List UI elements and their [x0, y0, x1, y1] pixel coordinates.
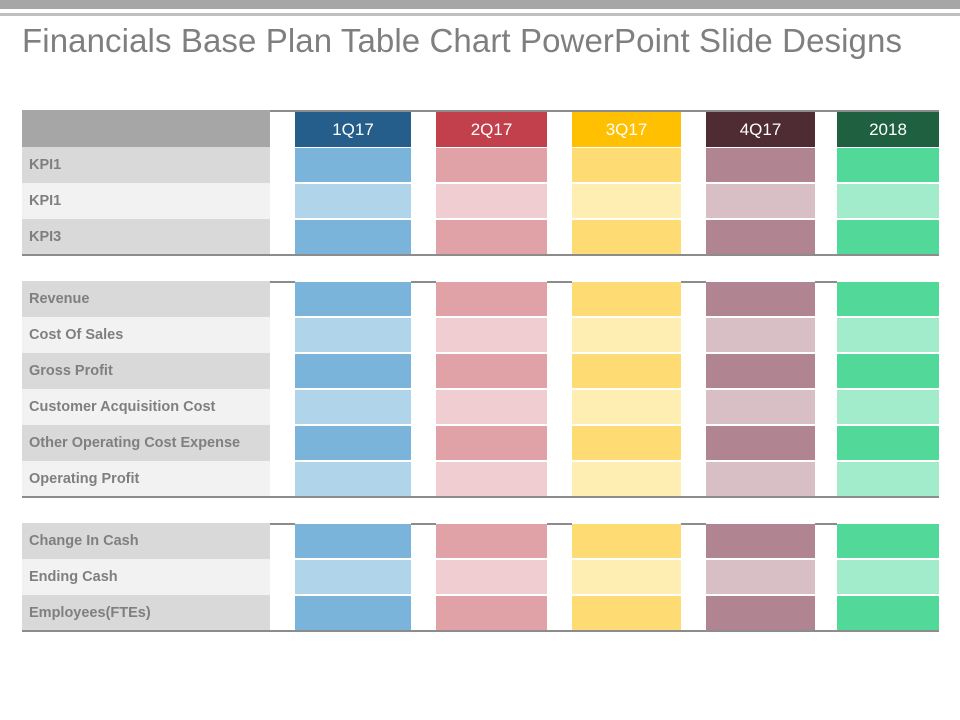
data-cell [295, 183, 411, 219]
data-cell [706, 461, 815, 497]
data-cell [837, 425, 939, 461]
data-cell [572, 147, 681, 183]
data-cell [572, 595, 681, 631]
data-cell [837, 559, 939, 595]
slide-title: Financials Base Plan Table Chart PowerPo… [22, 22, 903, 59]
data-cell [572, 425, 681, 461]
column-header-4: 2018 [837, 112, 939, 147]
data-cell [572, 219, 681, 255]
row-label: Gross Profit [22, 353, 270, 389]
table-row: KPI3 [22, 219, 939, 256]
data-cell [295, 317, 411, 353]
column-header-1: 2Q17 [436, 112, 547, 147]
data-cell [572, 389, 681, 425]
column-header-3: 4Q17 [706, 112, 815, 147]
data-cell [572, 461, 681, 497]
data-cell [837, 317, 939, 353]
table-row: Cost Of Sales [22, 317, 939, 353]
financials-table: 1Q17 2Q17 3Q17 4Q17 2018 KPI1 KPI1 KPI3 Revenue C… [22, 110, 939, 632]
data-cell [706, 147, 815, 183]
data-cell [572, 317, 681, 353]
data-cell [706, 595, 815, 631]
row-label: Operating Profit [22, 461, 270, 497]
table-row: Other Operating Cost Expense [22, 425, 939, 461]
data-cell [436, 595, 547, 631]
data-cell [295, 147, 411, 183]
row-label: Revenue [22, 281, 270, 317]
data-cell [706, 425, 815, 461]
table-header-row: 1Q17 2Q17 3Q17 4Q17 2018 [22, 110, 939, 147]
section-gap [22, 255, 939, 281]
table-row: Change In Cash [22, 523, 939, 559]
data-cell [837, 353, 939, 389]
data-cell [837, 389, 939, 425]
top-decorative-line [0, 13, 960, 16]
data-cell [837, 183, 939, 219]
data-cell [295, 595, 411, 631]
data-cell [295, 523, 411, 559]
top-decorative-bar [0, 0, 960, 9]
data-cell [295, 559, 411, 595]
data-cell [837, 461, 939, 497]
data-cell [436, 281, 547, 317]
data-cell [295, 353, 411, 389]
data-cell [436, 461, 547, 497]
table-row: KPI1 [22, 147, 939, 183]
data-cell [572, 183, 681, 219]
data-cell [295, 389, 411, 425]
row-label: Cost Of Sales [22, 317, 270, 353]
row-label: Change In Cash [22, 523, 270, 559]
table-row: Customer Acquisition Cost [22, 389, 939, 425]
data-cell [572, 353, 681, 389]
data-cell [706, 219, 815, 255]
row-label: Ending Cash [22, 559, 270, 595]
data-cell [295, 281, 411, 317]
data-cell [436, 353, 547, 389]
data-cell [706, 389, 815, 425]
data-cell [436, 183, 547, 219]
data-cell [837, 147, 939, 183]
section-gap [22, 497, 939, 523]
data-cell [837, 219, 939, 255]
row-label: KPI3 [22, 219, 270, 255]
data-cell [572, 559, 681, 595]
table-row: Employees(FTEs) [22, 595, 939, 632]
data-cell [436, 559, 547, 595]
data-cell [706, 523, 815, 559]
row-label: KPI1 [22, 183, 270, 219]
data-cell [837, 523, 939, 559]
data-cell [295, 425, 411, 461]
row-label: Other Operating Cost Expense [22, 425, 270, 461]
row-label: Employees(FTEs) [22, 595, 270, 631]
table-row: KPI1 [22, 183, 939, 219]
table-row: Operating Profit [22, 461, 939, 498]
data-cell [295, 461, 411, 497]
data-cell [837, 281, 939, 317]
data-cell [706, 317, 815, 353]
data-cell [436, 219, 547, 255]
header-label-cell [22, 110, 270, 147]
data-cell [295, 219, 411, 255]
table-row: Revenue [22, 281, 939, 317]
row-label: KPI1 [22, 147, 270, 183]
data-cell [706, 559, 815, 595]
table-row: Ending Cash [22, 559, 939, 595]
row-label: Customer Acquisition Cost [22, 389, 270, 425]
data-cell [436, 389, 547, 425]
data-cell [436, 317, 547, 353]
data-cell [706, 183, 815, 219]
data-cell [706, 281, 815, 317]
column-header-0: 1Q17 [295, 112, 411, 147]
data-cell [436, 425, 547, 461]
data-cell [837, 595, 939, 631]
data-cell [572, 523, 681, 559]
data-cell [436, 147, 547, 183]
column-header-2: 3Q17 [572, 112, 681, 147]
data-cell [572, 281, 681, 317]
data-cell [706, 353, 815, 389]
table-row: Gross Profit [22, 353, 939, 389]
data-cell [436, 523, 547, 559]
